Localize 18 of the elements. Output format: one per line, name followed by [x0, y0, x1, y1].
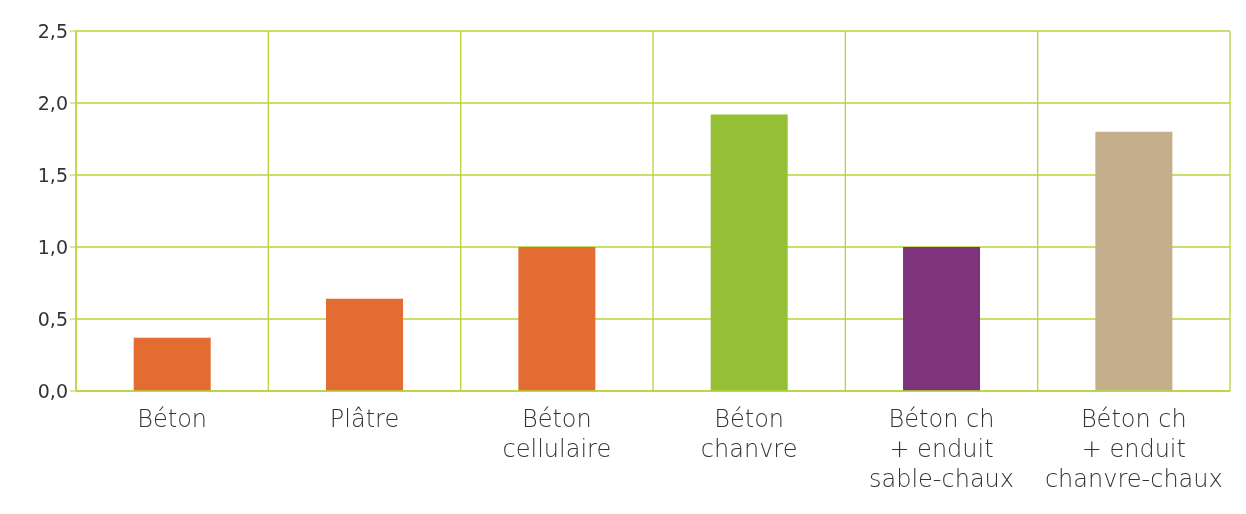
y-tick-label: 1,0: [37, 235, 68, 258]
x-tick-label: Plâtre: [329, 405, 400, 433]
x-tick-label: Béton chanvre: [700, 405, 798, 463]
bar: [133, 337, 211, 391]
x-tick-label: Béton ch + enduit chanvre-chaux: [1044, 405, 1223, 493]
bar: [518, 247, 596, 391]
bar: [903, 247, 981, 391]
x-tick-label: Béton ch + enduit sable-chaux: [868, 405, 1015, 493]
bar: [710, 114, 788, 391]
y-tick-label: 2,0: [37, 91, 68, 114]
y-tick-label: 1,5: [37, 163, 68, 186]
y-tick-label: 0,0: [37, 379, 68, 402]
y-tick-label: 2,5: [37, 19, 68, 42]
y-tick-label: 0,5: [37, 307, 68, 330]
x-tick-label: Béton cellulaire: [502, 405, 612, 463]
bar: [326, 298, 404, 391]
x-tick-label: Béton: [137, 405, 208, 433]
bar: [1095, 131, 1173, 391]
